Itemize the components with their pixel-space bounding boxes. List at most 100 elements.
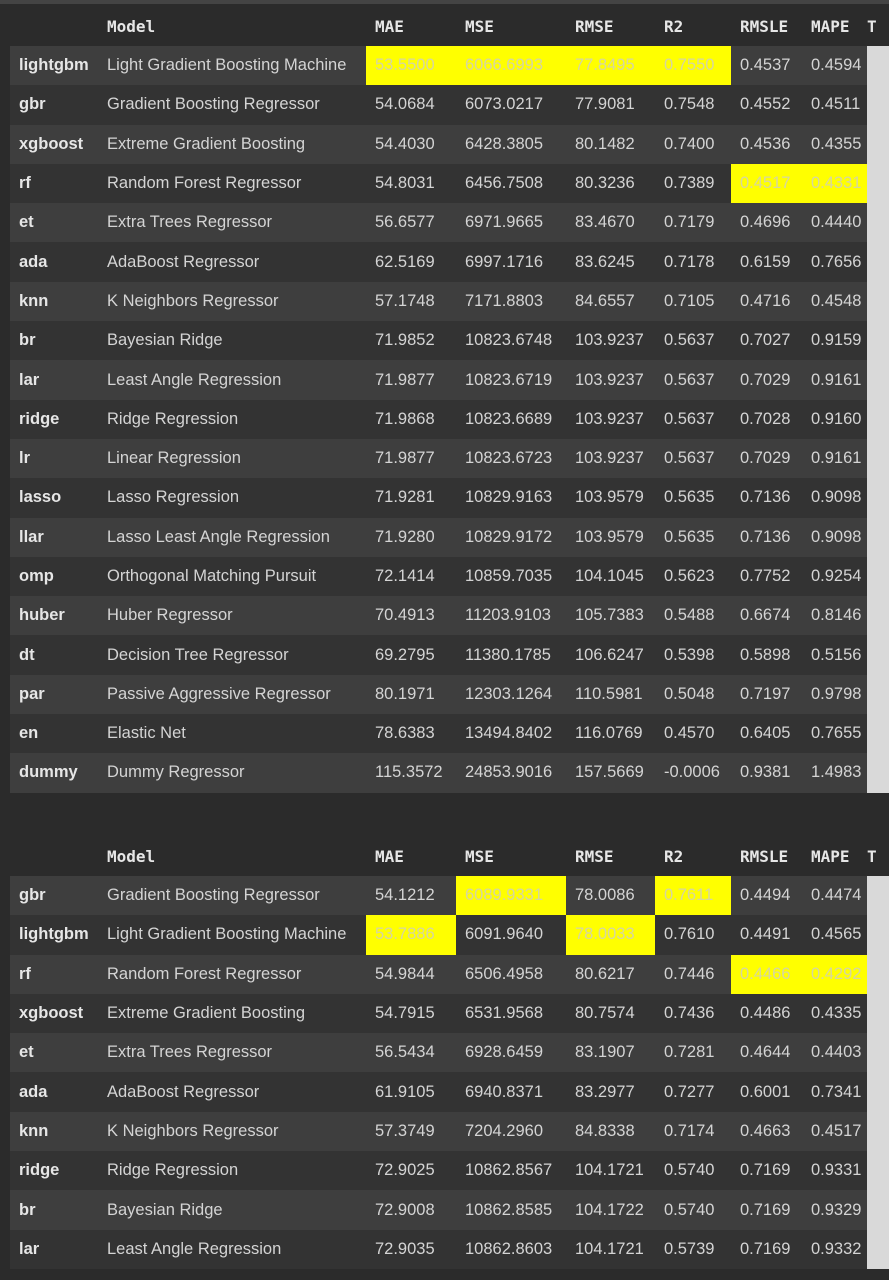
r2-cell: 0.7277: [655, 1072, 731, 1112]
model-name-cell: Extreme Gradient Boosting: [98, 124, 366, 164]
row-index-label: dt: [10, 635, 98, 675]
mape-cell: 0.4548: [802, 281, 867, 322]
row-index-label: dummy: [10, 753, 98, 793]
header-model: Model: [98, 6, 366, 46]
rmse-cell: 103.9237: [566, 321, 655, 361]
table-row: huber Huber Regressor 70.4913 11203.9103 105…: [10, 596, 889, 636]
mse-cell: 12303.1264: [456, 674, 566, 715]
mae-cell: 54.4030: [366, 124, 456, 164]
mse-cell: 24853.9016: [456, 753, 566, 793]
rmsle-cell: 0.7029: [731, 438, 802, 479]
r2-cell: 0.7281: [655, 1033, 731, 1073]
truncated-column-cell: [867, 556, 889, 597]
mae-cell: 56.5434: [366, 1033, 456, 1073]
model-name-cell: Lasso Regression: [98, 478, 366, 518]
mse-cell: 10859.7035: [456, 556, 566, 597]
truncated-column-cell: [867, 635, 889, 675]
truncated-column-cell: [867, 876, 889, 916]
truncated-column-cell: [867, 360, 889, 400]
header-rmsle: RMSLE: [731, 836, 802, 876]
truncated-column-cell: [867, 163, 889, 204]
r2-cell: 0.5398: [655, 635, 731, 675]
model-name-cell: Gradient Boosting Regressor: [98, 85, 366, 125]
truncated-column-cell: [867, 478, 889, 518]
table-row: lr Linear Regression 71.9877 10823.6723 103.…: [10, 438, 889, 479]
row-index-label: lightgbm: [10, 915, 98, 955]
mae-cell: 53.5500: [366, 46, 456, 86]
mape-cell: 0.4440: [802, 203, 867, 243]
model-name-cell: Bayesian Ridge: [98, 1190, 366, 1230]
mse-cell: 6089.9331: [456, 876, 566, 916]
mse-cell: 10823.6723: [456, 438, 566, 479]
table-row: knn K Neighbors Regressor 57.1748 7171.8803…: [10, 281, 889, 322]
mae-cell: 80.1971: [366, 674, 456, 715]
rmse-cell: 105.7383: [566, 596, 655, 636]
header-mse: MSE: [456, 836, 566, 876]
r2-cell: 0.7446: [655, 954, 731, 994]
mae-cell: 115.3572: [366, 753, 456, 793]
mae-cell: 54.0684: [366, 85, 456, 125]
truncated-column-cell: [867, 1190, 889, 1230]
mse-cell: 10862.8567: [456, 1151, 566, 1191]
model-name-cell: Random Forest Regressor: [98, 954, 366, 994]
rmsle-cell: 0.7752: [731, 556, 802, 597]
mape-cell: 0.9161: [802, 438, 867, 479]
mape-cell: 0.4594: [802, 46, 867, 86]
rmsle-cell: 0.6159: [731, 242, 802, 282]
header-model: Model: [98, 836, 366, 876]
mape-cell: 1.4983: [802, 753, 867, 793]
rmse-cell: 80.3236: [566, 163, 655, 204]
header-mae: MAE: [366, 6, 456, 46]
row-index-label: lasso: [10, 478, 98, 518]
table-row: ada AdaBoost Regressor 61.9105 6940.8371 83.…: [10, 1072, 889, 1112]
row-index-label: lr: [10, 438, 98, 479]
rmse-cell: 83.4670: [566, 203, 655, 243]
model-name-cell: Least Angle Regression: [98, 360, 366, 400]
mape-cell: 0.4565: [802, 915, 867, 955]
index-header: [10, 836, 98, 876]
rmsle-cell: 0.4696: [731, 203, 802, 243]
r2-cell: 0.7178: [655, 242, 731, 282]
table-row: llar Lasso Least Angle Regression 71.9280 1…: [10, 517, 889, 557]
table-row: dummy Dummy Regressor 115.3572 24853.9016 15…: [10, 753, 889, 793]
truncated-column-cell: [867, 85, 889, 125]
table-row: lightgbm Light Gradient Boosting Machine 5…: [10, 915, 889, 955]
mape-cell: 0.9098: [802, 478, 867, 518]
table-header-row: Model MAE MSE RMSE R2 RMSLE MAPE T: [10, 836, 889, 876]
rmse-cell: 83.1907: [566, 1033, 655, 1073]
rmse-cell: 103.9579: [566, 478, 655, 518]
mse-cell: 10823.6719: [456, 360, 566, 400]
rmse-cell: 103.9237: [566, 360, 655, 400]
mse-cell: 10823.6689: [456, 399, 566, 439]
model-name-cell: Dummy Regressor: [98, 753, 366, 793]
mape-cell: 0.4511: [802, 85, 867, 125]
rmse-cell: 103.9237: [566, 438, 655, 479]
model-name-cell: Orthogonal Matching Pursuit: [98, 556, 366, 597]
mae-cell: 72.9025: [366, 1151, 456, 1191]
row-index-label: xgboost: [10, 124, 98, 164]
rmsle-cell: 0.7028: [731, 399, 802, 439]
r2-cell: 0.7179: [655, 203, 731, 243]
mape-cell: 0.4474: [802, 876, 867, 916]
row-index-label: en: [10, 714, 98, 754]
truncated-column-cell: [867, 1072, 889, 1112]
table-body: lightgbm Light Gradient Boosting Machine 5…: [10, 46, 889, 793]
header-rmse: RMSE: [566, 6, 655, 46]
rmsle-cell: 0.4536: [731, 124, 802, 164]
mape-cell: 0.5156: [802, 635, 867, 675]
r2-cell: 0.5488: [655, 596, 731, 636]
header-mse: MSE: [456, 6, 566, 46]
rmse-cell: 78.0086: [566, 876, 655, 916]
mae-cell: 61.9105: [366, 1072, 456, 1112]
mse-cell: 6971.9665: [456, 203, 566, 243]
table-row: et Extra Trees Regressor 56.5434 6928.6459 8…: [10, 1033, 889, 1073]
table-row: knn K Neighbors Regressor 57.3749 7204.2960…: [10, 1111, 889, 1152]
output-separator: [0, 797, 889, 837]
model-comparison-table-1: Model MAE MSE RMSE R2 RMSLE MAPE T light…: [10, 6, 889, 793]
model-name-cell: Light Gradient Boosting Machine: [98, 915, 366, 955]
model-name-cell: Random Forest Regressor: [98, 163, 366, 204]
table-row: rf Random Forest Regressor 54.8031 6456.750…: [10, 163, 889, 204]
mape-cell: 0.4292: [802, 954, 867, 994]
mae-cell: 78.6383: [366, 714, 456, 754]
header-r2: R2: [655, 6, 731, 46]
